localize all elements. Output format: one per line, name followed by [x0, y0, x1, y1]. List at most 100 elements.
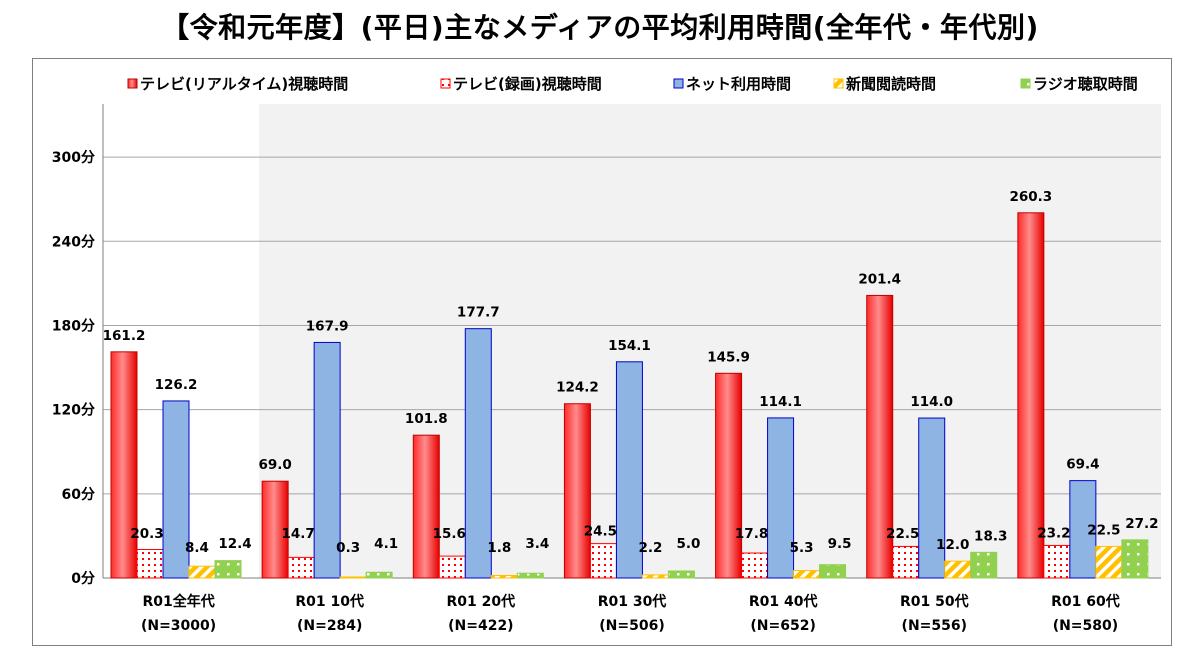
bar-2-3 [490, 574, 518, 579]
value-label-0-1: 20.3 [130, 526, 163, 542]
value-label-3-1: 24.5 [584, 524, 617, 540]
legend-label-0: テレビ(リアルタイム)視聴時間 [140, 75, 348, 93]
chart-title: 【令和元年度】(平日)主なメディアの平均利用時間(全年代・年代別) [161, 11, 1039, 44]
bar-5-4 [970, 551, 998, 579]
legend-swatch-4 [1020, 78, 1031, 89]
y-tick-label: 180分 [52, 318, 95, 334]
value-label-3-2: 154.1 [608, 338, 651, 354]
bar-2-0 [412, 434, 440, 579]
legend-swatch-3 [833, 78, 844, 89]
value-label-1-0: 69.0 [258, 457, 291, 473]
bar-5-2 [918, 417, 946, 579]
bar-6-1 [1043, 544, 1071, 579]
value-labels: 161.2 20.3 126.2 8.4 12.4 69.0 14.7 167.9 0.3 4.1… [103, 189, 1159, 556]
y-tick-label: 300分 [52, 150, 95, 166]
legend-label-1: テレビ(録画)視聴時間 [453, 75, 602, 93]
bar-3-2 [615, 361, 643, 579]
value-label-4-4: 9.5 [828, 536, 852, 552]
legend-swatch-1 [440, 78, 451, 89]
value-label-0-3: 8.4 [185, 540, 209, 556]
value-label-6-1: 23.2 [1037, 525, 1070, 541]
bar-4-2 [767, 417, 795, 579]
value-label-6-3: 22.5 [1087, 522, 1120, 538]
legend-label-4: ラジオ聴取時間 [1033, 75, 1138, 93]
legend-label-3: 新聞閲読時間 [846, 75, 936, 93]
bar-0-0 [110, 351, 138, 579]
value-label-1-2: 167.9 [306, 318, 349, 334]
bar-3-3 [641, 574, 669, 579]
bar-3-4 [667, 570, 695, 579]
bar-0-1 [136, 549, 164, 579]
value-label-6-0: 260.3 [1010, 189, 1053, 205]
bar-1-4 [365, 571, 393, 579]
category-sublabel: (N=3000) [141, 618, 216, 634]
bar-6-4 [1121, 539, 1149, 579]
y-tick-label: 0分 [71, 571, 95, 587]
bar-1-3 [339, 576, 367, 579]
category-sublabel: (N=556) [902, 618, 967, 634]
value-label-4-1: 17.8 [735, 526, 768, 542]
value-label-6-2: 69.4 [1066, 457, 1099, 473]
y-axis: 0分 60分 120分 180分 240分 300分 [52, 104, 104, 587]
bar-1-2 [313, 341, 341, 579]
category-sublabel: (N=284) [297, 618, 362, 634]
value-label-2-2: 177.7 [457, 305, 500, 321]
category-sublabel: (N=506) [599, 618, 664, 634]
value-label-1-3: 0.3 [336, 540, 360, 556]
value-label-4-2: 114.1 [759, 394, 802, 410]
value-label-5-0: 201.4 [858, 271, 901, 287]
bar-2-2 [464, 328, 492, 579]
bar-1-0 [261, 480, 289, 579]
value-label-4-0: 145.9 [707, 349, 750, 365]
value-label-2-4: 3.4 [525, 536, 549, 552]
value-label-4-3: 5.3 [790, 540, 814, 556]
y-tick-label: 240分 [52, 234, 95, 250]
bars-group [110, 212, 1149, 579]
value-label-2-0: 101.8 [405, 411, 448, 427]
bar-6-2 [1069, 480, 1097, 579]
category-sublabel: (N=652) [750, 618, 815, 634]
value-label-5-4: 18.3 [974, 528, 1007, 544]
category-sublabel: (N=422) [448, 618, 513, 634]
legend-swatch-2 [673, 78, 684, 89]
category-label: R01 30代 [598, 593, 667, 610]
legend-swatch-0 [127, 78, 138, 89]
legend: テレビ(リアルタイム)視聴時間 テレビ(録画)視聴時間 ネット利用時間 新聞閲読時間 ラ… [127, 75, 1138, 93]
value-label-2-1: 15.6 [433, 526, 466, 542]
category-label: R01 20代 [447, 593, 516, 610]
value-label-5-1: 22.5 [886, 526, 919, 542]
value-label-3-4: 5.0 [676, 536, 700, 552]
value-label-6-4: 27.2 [1125, 516, 1158, 532]
category-label: R01 60代 [1051, 593, 1120, 610]
chart-frame: 0分 60分 120分 180分 240分 300分 161.2 20.3 126.2 8.4 1… [32, 58, 1172, 646]
value-label-3-0: 124.2 [556, 380, 599, 396]
bar-4-0 [715, 372, 743, 579]
bar-2-4 [516, 572, 544, 579]
value-label-2-3: 1.8 [487, 540, 511, 556]
value-label-5-2: 114.0 [910, 394, 953, 410]
plot-area-background [259, 104, 1161, 578]
bar-5-1 [892, 545, 920, 579]
value-label-0-4: 12.4 [218, 536, 251, 552]
bar-0-3 [188, 565, 216, 579]
bar-4-3 [793, 570, 821, 579]
bar-0-2 [162, 400, 190, 579]
bar-3-0 [563, 403, 591, 579]
bar-5-0 [866, 294, 894, 579]
category-label: R01 50代 [900, 593, 969, 610]
value-label-3-3: 2.2 [638, 540, 662, 556]
value-label-0-0: 161.2 [103, 328, 146, 344]
y-tick-label: 60分 [62, 487, 95, 503]
value-label-5-3: 12.0 [936, 537, 969, 553]
bar-5-3 [944, 560, 972, 579]
bar-3-1 [589, 543, 617, 579]
bar-4-1 [741, 552, 769, 579]
bar-4-4 [819, 564, 847, 579]
bar-1-1 [287, 556, 315, 579]
category-label: R01 40代 [749, 593, 818, 610]
bar-6-3 [1095, 545, 1123, 579]
category-label: R01全年代 [142, 593, 214, 610]
y-tick-label: 120分 [52, 403, 95, 419]
category-sublabel: (N=580) [1053, 618, 1118, 634]
